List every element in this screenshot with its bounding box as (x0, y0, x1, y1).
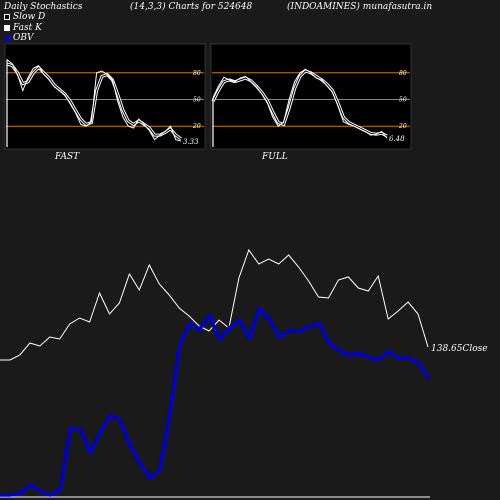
close-price-line (0, 248, 429, 361)
fast-panel-label: FAST (55, 152, 80, 162)
fast-tick-label-20: 20 (192, 123, 201, 130)
legend-label-obv: OBV (13, 33, 34, 43)
legend-item-slow-d: Slow D (4, 12, 45, 23)
legend-label-slow-d: Slow D (13, 12, 46, 22)
legend: Slow D Fast K OBV (4, 12, 45, 44)
close-end-suffix: Close (463, 344, 488, 354)
close-end-value: 138.65 (431, 344, 463, 354)
chart-title-right: (INDOAMINES) munafasutra.in (287, 2, 433, 12)
fast-fast-k-line (6, 59, 182, 142)
chart-title-center: (14,3,3) Charts for 524648 (130, 2, 253, 12)
slow-d-swatch (4, 14, 10, 21)
legend-item-obv: OBV (4, 33, 45, 44)
close-end-label: 138.65Close (431, 344, 488, 354)
fast-tick-label-50: 50 (193, 97, 201, 104)
obv-line (0, 306, 430, 497)
fast-tick-label-80: 80 (193, 70, 201, 77)
full-tick-label-20: 20 (398, 123, 407, 130)
legend-item-fast-k: Fast K (4, 23, 45, 34)
full-tick-label-80: 80 (399, 70, 407, 77)
full-panel (210, 43, 412, 150)
chart-title-left: Daily Stochastics (4, 2, 83, 12)
obv-swatch (4, 35, 10, 42)
fast-slow-d-core (6, 63, 182, 140)
full-fast-k-line (212, 68, 388, 139)
legend-label-fast-k: Fast K (13, 22, 42, 33)
full-end-value-label: 6.48 (389, 135, 405, 143)
full-tick-label-50: 50 (399, 97, 407, 104)
full-slow-d-core (212, 70, 388, 137)
full-panel-label: FULL (262, 152, 288, 162)
fast-k-swatch (4, 24, 10, 31)
fast-end-value-label: 3.33 (183, 138, 199, 146)
